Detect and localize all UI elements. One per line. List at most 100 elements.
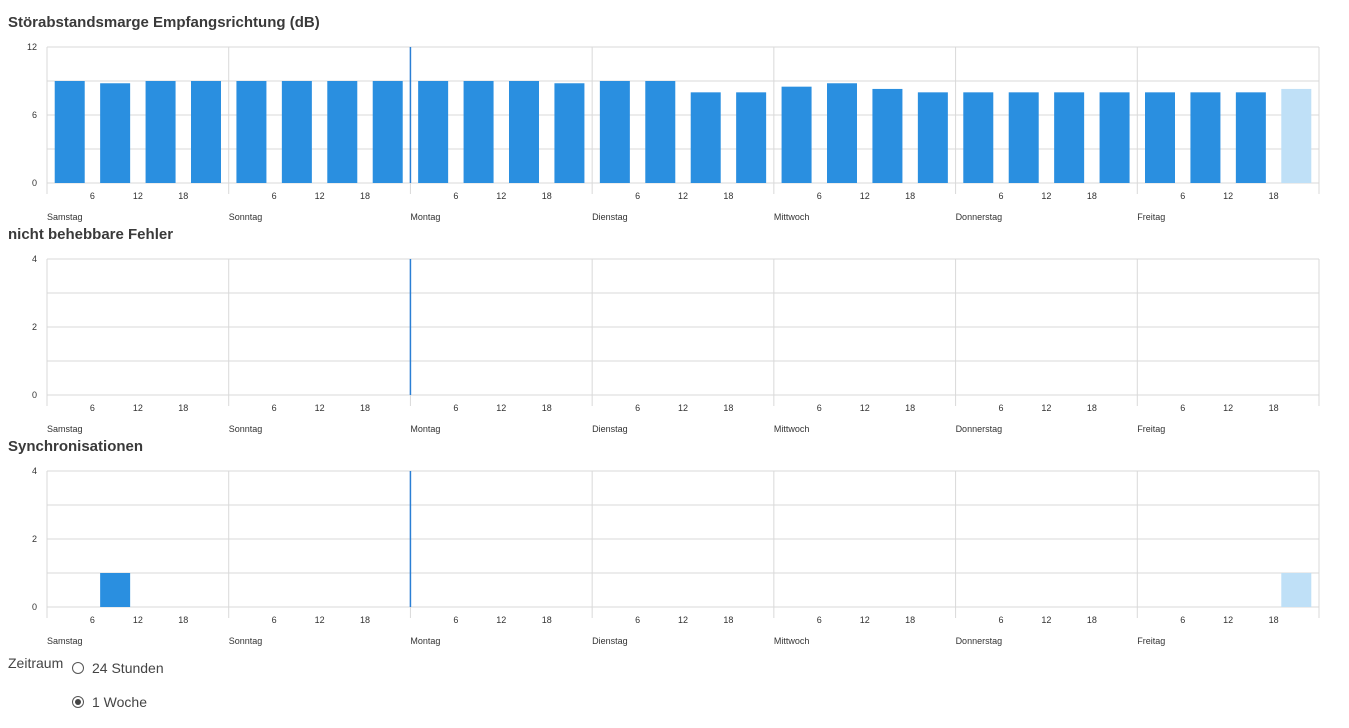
hour-tick-label: 12 [315,615,325,625]
y-tick-label: 0 [32,390,37,400]
bar [645,81,676,183]
hour-tick-label: 18 [1087,615,1097,625]
hour-tick-label: 12 [315,403,325,413]
hour-tick-label: 18 [1269,403,1279,413]
hour-tick-label: 12 [1041,191,1051,201]
bar [418,81,449,183]
day-label: Sonntag [229,424,263,434]
bar [372,81,403,183]
day-label: Montag [410,636,440,646]
bar [509,81,539,183]
bar [145,81,176,183]
bar [100,83,131,183]
hour-tick-label: 6 [90,403,95,413]
bar [827,83,857,183]
hour-tick-label: 18 [360,615,370,625]
hour-tick-label: 18 [178,615,188,625]
day-label: Sonntag [229,636,263,646]
day-label: Sonntag [229,212,263,222]
bar [1145,92,1175,183]
bar [281,81,312,183]
day-label: Donnerstag [956,636,1003,646]
hour-tick-label: 6 [635,403,640,413]
hour-tick-label: 12 [860,615,870,625]
hour-tick-label: 12 [133,403,143,413]
hour-tick-label: 6 [272,403,277,413]
hour-tick-label: 6 [453,615,458,625]
radio-label-1-woche: 1 Woche [92,694,147,710]
chart-title-sync: Synchronisationen [8,438,144,455]
radio-circle-icon[interactable] [72,662,84,674]
hour-tick-label: 6 [998,191,1003,201]
hour-tick-label: 12 [1223,191,1233,201]
day-label: Samstag [47,636,83,646]
hour-tick-label: 12 [496,403,506,413]
hour-tick-label: 6 [635,191,640,201]
hour-tick-label: 18 [360,403,370,413]
bar [1008,92,1039,183]
hour-tick-label: 12 [678,403,688,413]
day-label: Mittwoch [774,212,810,222]
y-tick-label: 4 [32,254,37,264]
hour-tick-label: 6 [635,615,640,625]
hour-tick-label: 18 [360,191,370,201]
day-label: Freitag [1137,636,1165,646]
hour-tick-label: 18 [905,615,915,625]
radio-circle-icon[interactable] [72,696,84,708]
radio-1-woche[interactable]: 1 Woche [72,694,147,710]
hour-tick-label: 6 [817,191,822,201]
hour-tick-label: 12 [315,191,325,201]
day-label: Mittwoch [774,636,810,646]
hour-tick-label: 12 [1223,403,1233,413]
hour-tick-label: 6 [817,403,822,413]
radio-label-24-stunden: 24 Stunden [92,660,164,676]
y-tick-label: 4 [32,466,37,476]
bar [1235,92,1266,183]
day-label: Donnerstag [956,212,1003,222]
zeitraum-label: Zeitraum [8,655,64,671]
hour-tick-label: 18 [723,191,733,201]
hour-tick-label: 6 [453,403,458,413]
chart-title-errors: nicht behebbare Fehler [8,226,174,243]
hour-tick-label: 18 [1087,191,1097,201]
hour-tick-label: 6 [1180,615,1185,625]
day-label: Mittwoch [774,424,810,434]
hour-tick-label: 18 [542,191,552,201]
bar [781,86,812,183]
radio-24-stunden[interactable]: 24 Stunden [72,660,164,676]
hour-tick-label: 6 [90,191,95,201]
bar [736,92,767,183]
hour-tick-label: 6 [272,615,277,625]
hour-tick-label: 6 [998,615,1003,625]
day-label: Montag [410,212,440,222]
day-label: Samstag [47,212,83,222]
y-tick-label: 6 [32,110,37,120]
y-tick-label: 2 [32,322,37,332]
hour-tick-label: 12 [678,615,688,625]
hour-tick-label: 6 [1180,191,1185,201]
bar [1099,92,1130,183]
bar [554,83,585,183]
bar [963,92,994,183]
chart-errors: 0 2 4 6 12 18 Samstag 6 12 18 Sonntag 6 12 18 Montag 6 1… [32,254,1320,434]
bar [1190,92,1221,183]
hour-tick-label: 12 [678,191,688,201]
bar-current [1281,88,1312,183]
hour-tick-label: 18 [905,191,915,201]
day-label: Montag [410,424,440,434]
hour-tick-label: 12 [1041,615,1051,625]
day-label: Freitag [1137,212,1165,222]
hour-tick-label: 12 [1223,615,1233,625]
y-tick-label: 0 [32,602,37,612]
hour-tick-label: 18 [1087,403,1097,413]
bar [100,573,131,607]
hour-tick-label: 18 [905,403,915,413]
hour-tick-label: 18 [723,615,733,625]
bar [599,81,630,183]
hour-tick-label: 18 [723,403,733,413]
radio-dot-icon [75,699,81,705]
bar [1054,92,1085,183]
chart-snr: 0 6 12 6 12 18 Samstag 6 12 18 Sonntag 6 12 18 Montag 6… [27,42,1320,222]
hour-tick-label: 12 [860,191,870,201]
hour-tick-label: 18 [178,191,188,201]
